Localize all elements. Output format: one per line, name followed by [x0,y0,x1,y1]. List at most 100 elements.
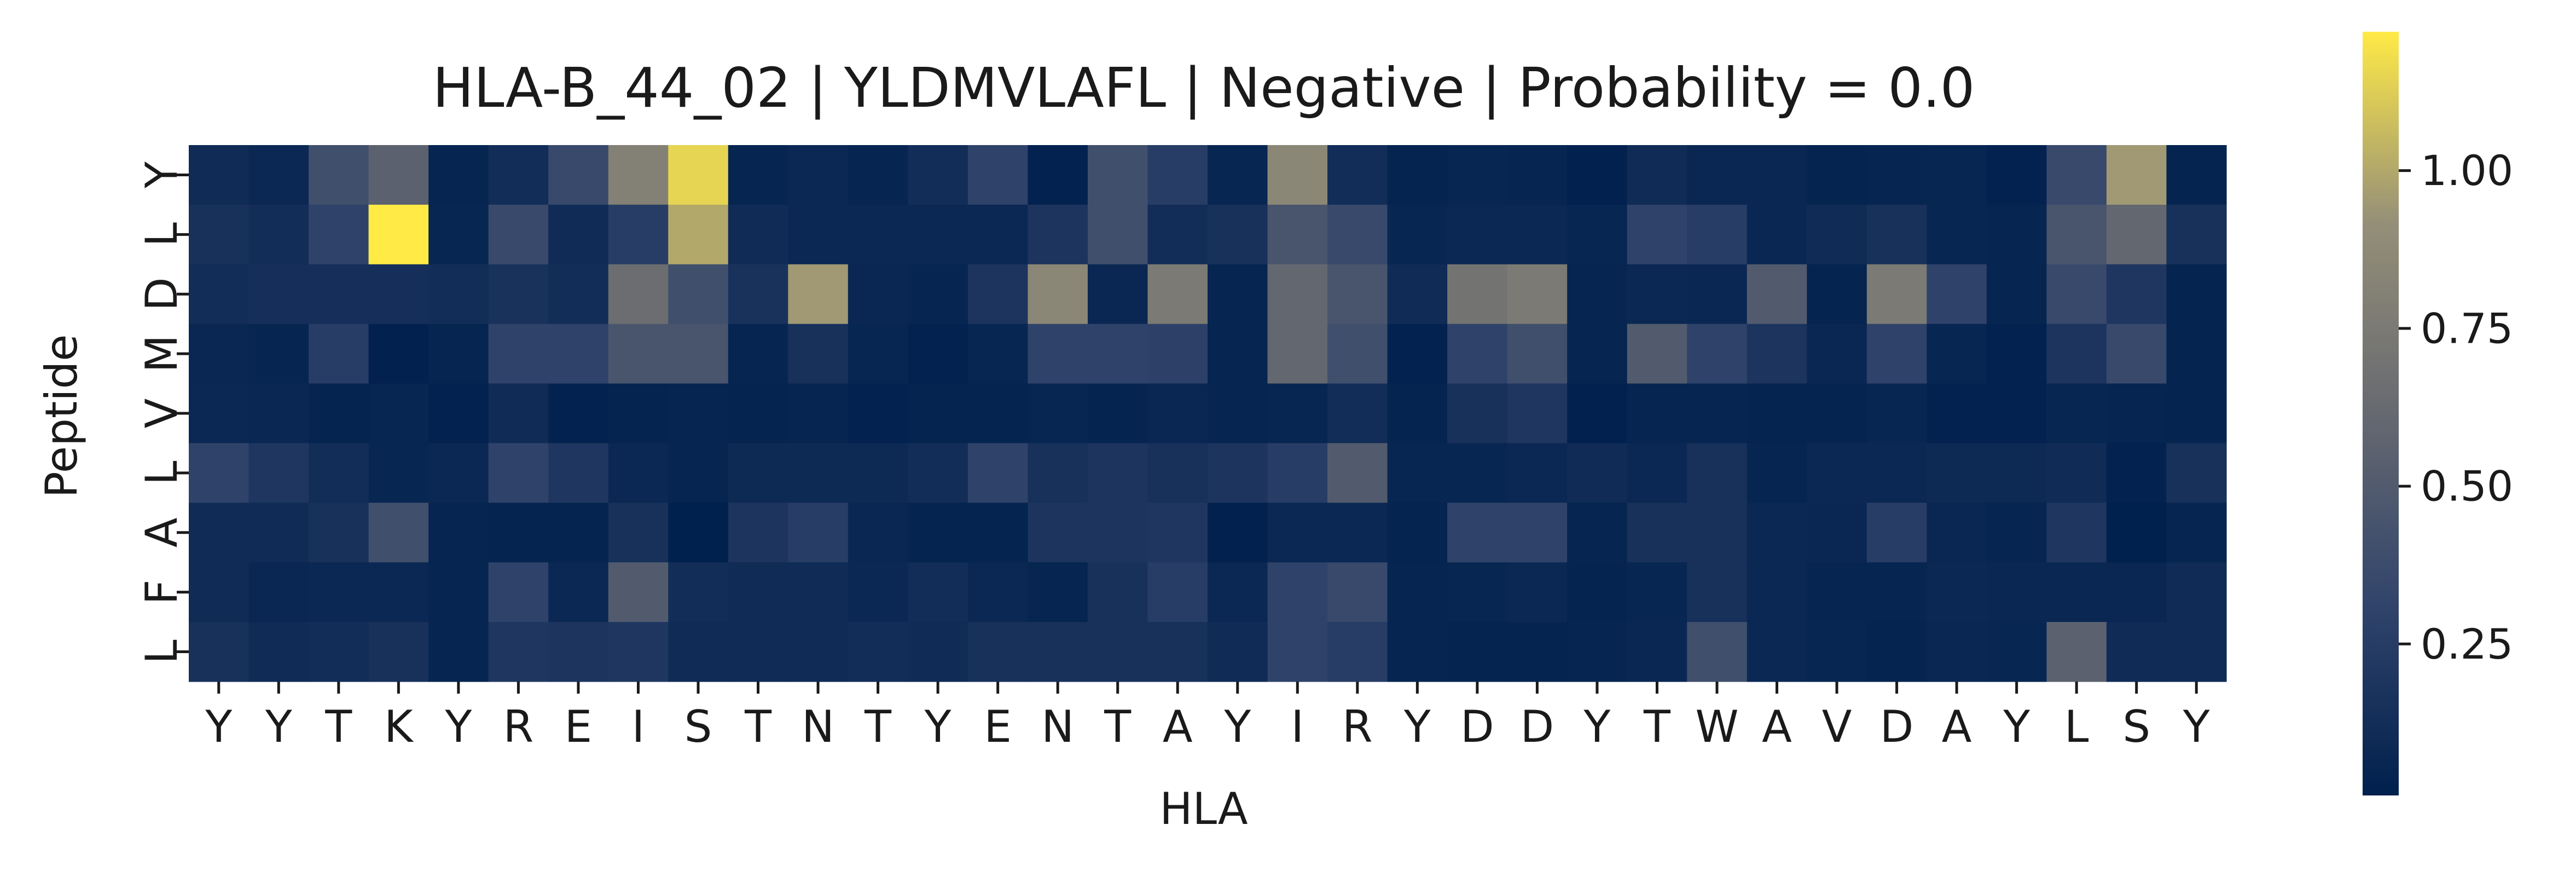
heatmap-cell [1927,145,1987,205]
heatmap-cell [309,383,369,444]
heatmap-cells [189,145,2227,682]
heatmap-cell [1986,324,2047,384]
x-tick-label: Y [2003,701,2030,752]
heatmap-cell [668,383,729,444]
heatmap-cell [1447,622,1508,682]
heatmap-cell [548,562,609,622]
heatmap-cell [608,503,669,563]
heatmap-cell [2166,503,2227,563]
heatmap-cell [1627,503,1687,563]
heatmap-cell [548,264,609,325]
heatmap-cell [908,145,968,205]
heatmap-cell [1567,324,1628,384]
heatmap-cell [728,383,788,444]
heatmap-cell [1327,324,1388,384]
heatmap-cell [1687,264,1748,325]
heatmap-cell [1447,443,1508,503]
heatmap-cell [1147,145,1208,205]
heatmap-cell [668,204,729,265]
heatmap-cell [1866,204,1927,265]
heatmap-cell [428,562,489,622]
heatmap-cell [488,503,549,563]
heatmap-cell [488,145,549,205]
heatmap-cell [368,383,429,444]
x-tick-label: L [2064,701,2089,752]
heatmap-cell [1687,324,1748,384]
heatmap-cell [1866,562,1927,622]
heatmap-cell [1387,383,1448,444]
heatmap-cell [2166,622,2227,682]
heatmap-cell [2046,562,2107,622]
colorbar-tick-label: 0.50 [2421,462,2513,511]
heatmap-cell [248,503,309,563]
heatmap-cell [1208,443,1268,503]
heatmap-cell [1087,324,1148,384]
heatmap-cell [967,562,1029,622]
heatmap-cell [1567,562,1628,622]
y-tick-label: L [136,639,187,664]
heatmap-cell [1028,383,1088,444]
heatmap-cell [2166,324,2227,384]
x-tick-label: I [1291,701,1304,752]
heatmap-cell [788,622,849,682]
heatmap-cell [1267,622,1328,682]
heatmap-cell [368,443,429,503]
x-tick-label: Y [2183,701,2211,752]
heatmap-cell [488,204,549,265]
heatmap-cell [309,264,369,325]
heatmap-cell [1087,145,1148,205]
heatmap-cell [2166,204,2227,265]
heatmap-cell [608,562,669,622]
colorbar-tick-label: 0.75 [2421,304,2513,353]
heatmap-cell [908,264,968,325]
heatmap-cell [1807,145,1867,205]
heatmap-cell [248,264,309,325]
heatmap-cell [1747,324,1807,384]
heatmap-cell [309,622,369,682]
heatmap-cell [2106,503,2167,563]
heatmap-cell [368,622,429,682]
heatmap-cell [548,383,609,444]
heatmap-cell [1627,383,1687,444]
heatmap-cell [1866,324,1927,384]
heatmap-cell [1986,622,2047,682]
heatmap-cell [1028,443,1088,503]
heatmap-cell [248,324,309,384]
x-tick-label: Y [1223,701,1251,752]
heatmap-cell [1507,622,1568,682]
y-tick-label: L [136,460,187,485]
x-tick-label: V [1822,701,1852,752]
heatmap-cell [967,383,1029,444]
heatmap-cell [1747,383,1807,444]
heatmap-cell [189,503,250,563]
heatmap-cell [248,145,309,205]
heatmap-cell [1208,503,1268,563]
heatmap-cell [309,324,369,384]
x-tick-label: W [1695,701,1738,752]
heatmap-cell [1747,503,1807,563]
heatmap-cell [1447,324,1508,384]
heatmap-cell [189,145,250,205]
heatmap-cell [1866,622,1927,682]
heatmap-cell [848,562,908,622]
heatmap-cell [1986,145,2047,205]
heatmap-cell [668,145,729,205]
heatmap-cell [1507,503,1568,563]
heatmap-cell [2046,204,2107,265]
heatmap-cell [967,264,1029,325]
heatmap-cell [1927,264,1987,325]
heatmap-cell [1807,204,1867,265]
heatmap-cell [1147,383,1208,444]
heatmap-cell [488,264,549,325]
heatmap-cell [1147,204,1208,265]
heatmap-cell [1986,503,2047,563]
colorbar-tick-label: 1.00 [2421,146,2513,195]
heatmap-cell [2046,503,2107,563]
heatmap-cell [1927,443,1987,503]
heatmap-cell [1507,264,1568,325]
heatmap-cell [1807,324,1867,384]
x-tick-label: E [984,701,1012,752]
heatmap-cell [2106,264,2167,325]
